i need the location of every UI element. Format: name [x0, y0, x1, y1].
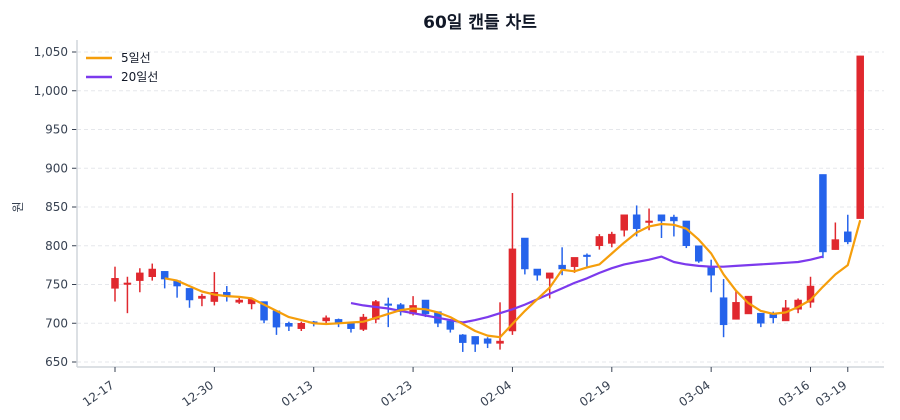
- candle: [608, 231, 616, 248]
- y-tick-label: 1,050: [34, 45, 68, 59]
- candle: [223, 286, 231, 302]
- x-tick-label: 03-04: [676, 378, 713, 409]
- y-tick-label: 750: [45, 278, 68, 292]
- candle: [732, 289, 740, 320]
- y-tick-label: 900: [45, 161, 68, 175]
- x-tick-label: 01-23: [378, 378, 415, 409]
- candle: [372, 300, 380, 324]
- candle: [719, 279, 728, 338]
- candle: [632, 205, 641, 237]
- candles: [111, 55, 864, 352]
- y-tick-label: 850: [45, 200, 68, 214]
- candle: [521, 237, 529, 275]
- x-tick-label: 02-04: [478, 378, 515, 409]
- candle: [694, 245, 703, 263]
- axes: 650 700 750 800 850 900 950 1,000 1,050 12-17 12-3…: [34, 40, 884, 409]
- x-tick-label: 12-30: [179, 378, 216, 409]
- candle: [235, 297, 243, 304]
- candle: [210, 272, 219, 306]
- candle: [620, 214, 628, 237]
- legend-item: 20일선: [86, 70, 158, 84]
- chart-title: 60일 캔들 차트: [423, 13, 537, 33]
- candle: [136, 268, 144, 293]
- y-tick-label: 1,000: [34, 84, 68, 98]
- y-tick-label: 700: [45, 316, 68, 330]
- candle: [844, 214, 852, 245]
- candle: [533, 268, 542, 281]
- candle: [198, 293, 206, 307]
- gridlines: [77, 51, 884, 363]
- candle: [322, 315, 330, 324]
- x-tick-label: 03-16: [776, 378, 813, 409]
- candle: [806, 276, 815, 308]
- candle: [272, 310, 281, 335]
- candle: [459, 334, 467, 352]
- moving-average-lines: [164, 219, 862, 339]
- ma5-line: [164, 219, 862, 339]
- legend-label: 20일선: [121, 70, 158, 84]
- candle: [111, 266, 119, 302]
- candle: [508, 193, 517, 335]
- candle: [831, 222, 840, 250]
- candle: [123, 276, 132, 314]
- candle: [856, 55, 864, 219]
- candle: [471, 336, 479, 352]
- x-tick-label: 01-13: [279, 378, 316, 409]
- candle: [446, 320, 455, 333]
- candle: [148, 263, 157, 281]
- candle: [682, 220, 691, 249]
- candle: [707, 259, 715, 293]
- y-tick-label: 800: [45, 239, 68, 253]
- candle: [819, 174, 827, 259]
- x-tick-label: 03-19: [813, 378, 850, 409]
- candle: [757, 312, 765, 328]
- ma20-line: [350, 255, 824, 324]
- candle: [297, 321, 306, 331]
- candle: [285, 321, 293, 331]
- legend-item: 5일선: [86, 51, 151, 65]
- x-tick-label: 02-19: [577, 378, 614, 409]
- candle: [173, 280, 181, 298]
- candle: [384, 297, 392, 328]
- legend-label: 5일선: [121, 51, 151, 65]
- candle: [583, 253, 591, 268]
- candle: [595, 234, 604, 250]
- legend: 5일선 20일선: [86, 51, 158, 84]
- y-tick-label: 950: [45, 123, 68, 137]
- candle: [483, 337, 492, 349]
- y-tick-label: 650: [45, 355, 68, 369]
- x-tick-label: 12-17: [80, 378, 117, 409]
- candle: [781, 300, 790, 322]
- candle: [185, 288, 194, 308]
- candle: [657, 214, 666, 238]
- y-axis-label: 원: [11, 201, 25, 212]
- candle: [496, 302, 504, 350]
